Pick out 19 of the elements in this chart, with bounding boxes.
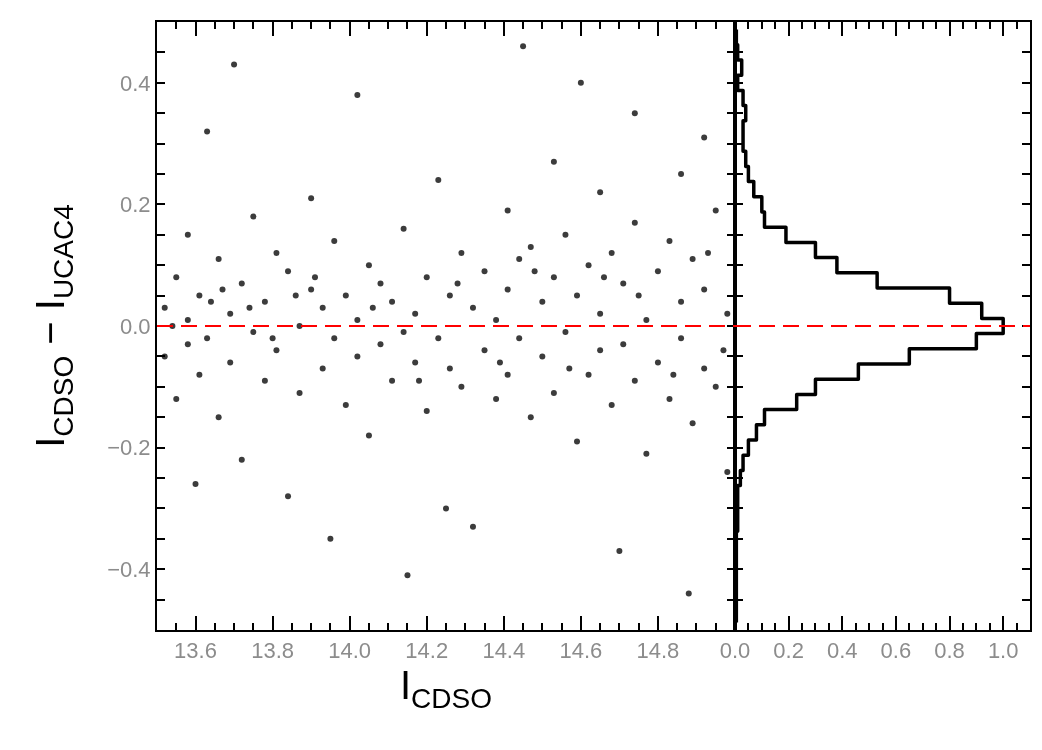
y-tick-label: 0.2 (120, 192, 151, 218)
y-tick-label: 0.0 (120, 313, 151, 339)
x-tick-label: 0.8 (934, 638, 965, 664)
x-tick-label: 0.4 (826, 638, 858, 664)
x-tick-label: 0.2 (773, 638, 804, 664)
x-tick-label: 13.8 (251, 638, 295, 664)
x-tick-label: 14.8 (636, 638, 680, 664)
y-tick-label: 0.4 (120, 70, 151, 96)
y-tick-label: −0.4 (107, 556, 151, 582)
x-tick-label: 0.0 (719, 638, 751, 664)
x-axis-title: I$_{CDSO}$ (399, 663, 493, 714)
x-tick-label: 1.0 (987, 638, 1019, 664)
y-tick-label: −0.2 (107, 435, 151, 461)
x-tick-label: 13.6 (174, 638, 217, 664)
x-tick-label: 14.0 (328, 638, 372, 664)
x-tick-label: 14.6 (559, 638, 603, 664)
x-tick-label: 14.4 (482, 638, 526, 664)
x-tick-label: 0.6 (880, 638, 912, 664)
x-tick-label: 14.2 (405, 638, 449, 664)
